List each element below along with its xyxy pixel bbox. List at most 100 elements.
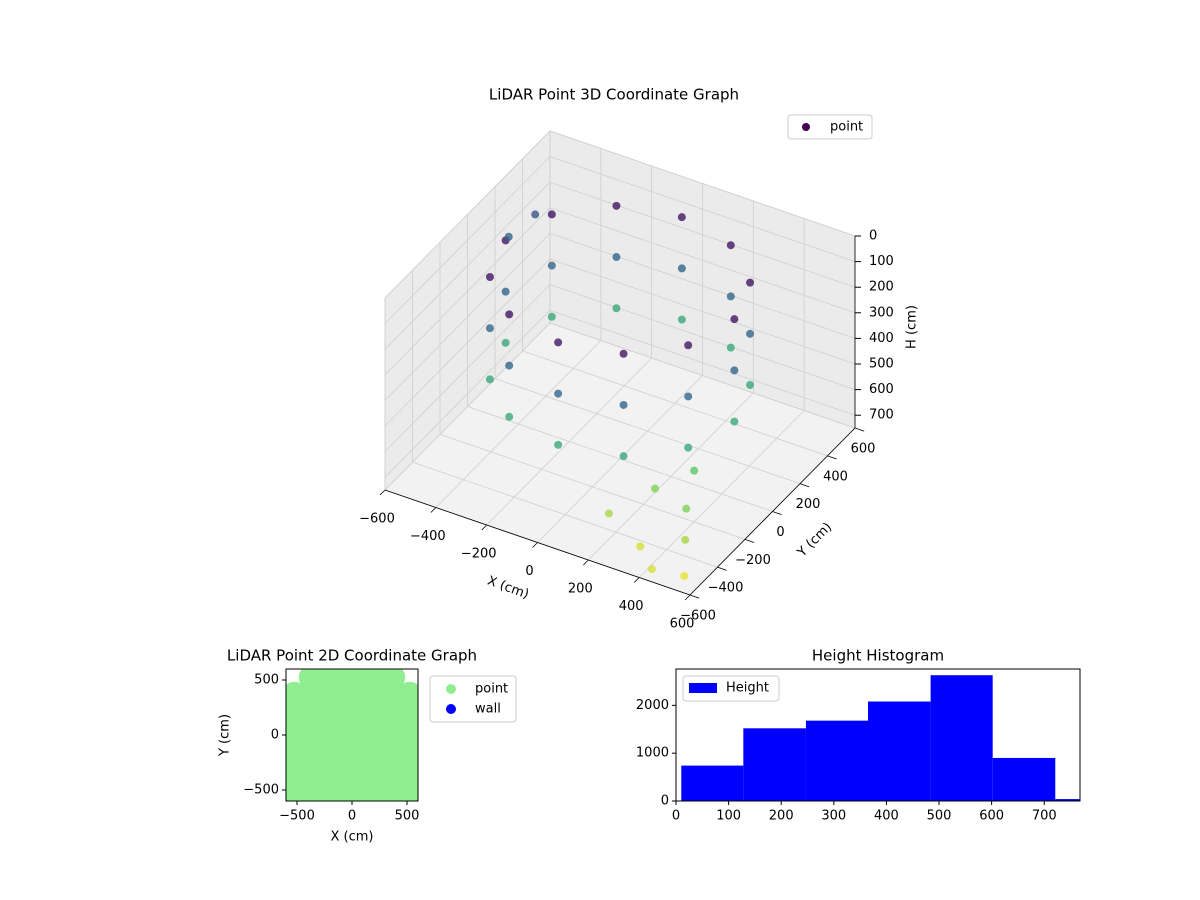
point bbox=[505, 412, 514, 421]
point bbox=[315, 747, 340, 772]
x-tick-label: 100 bbox=[716, 809, 741, 824]
point bbox=[381, 747, 406, 772]
x-tick-label: 0 bbox=[348, 809, 356, 824]
point bbox=[364, 764, 389, 789]
y-tick-label: −400 bbox=[708, 581, 744, 596]
point bbox=[612, 304, 621, 313]
point bbox=[547, 210, 556, 219]
bar bbox=[930, 675, 993, 801]
point bbox=[331, 714, 356, 739]
point bbox=[682, 504, 691, 513]
tick-mark bbox=[717, 566, 727, 571]
tick-mark bbox=[689, 594, 700, 599]
point bbox=[636, 542, 645, 551]
x-tick-label: 500 bbox=[927, 809, 952, 824]
point bbox=[315, 681, 340, 706]
z-tick-label: 700 bbox=[869, 408, 894, 423]
x-tick-label: −200 bbox=[461, 547, 497, 562]
y-tick-label: −200 bbox=[735, 553, 771, 568]
grid-line bbox=[384, 233, 551, 401]
legend-patch bbox=[689, 683, 717, 693]
point bbox=[554, 389, 563, 398]
x-tick-label: 0 bbox=[672, 809, 680, 824]
y-tick-label: 0 bbox=[271, 728, 279, 743]
point bbox=[485, 324, 494, 333]
point bbox=[730, 366, 739, 375]
grid-line bbox=[384, 130, 551, 299]
point bbox=[331, 698, 356, 723]
grid-line bbox=[549, 156, 856, 262]
point bbox=[504, 232, 513, 241]
z-tick-label: 200 bbox=[869, 280, 894, 295]
tick-mark bbox=[481, 524, 487, 531]
point bbox=[677, 213, 686, 222]
point bbox=[381, 731, 406, 756]
legend-box bbox=[787, 114, 873, 140]
plot-area bbox=[681, 675, 1080, 801]
point bbox=[298, 731, 323, 756]
point bbox=[619, 452, 628, 461]
point bbox=[677, 315, 686, 324]
point bbox=[677, 264, 686, 273]
x-tick-label: 300 bbox=[821, 809, 846, 824]
grid-line bbox=[384, 309, 551, 478]
point bbox=[554, 338, 563, 347]
x-tick-label: 400 bbox=[619, 599, 644, 614]
y-tick-label: 200 bbox=[796, 497, 821, 512]
chart-title: LiDAR Point 2D Coordinate Graph bbox=[227, 647, 477, 665]
point bbox=[348, 764, 373, 789]
point bbox=[612, 253, 621, 262]
tick-mark bbox=[854, 427, 865, 432]
grid-line bbox=[522, 350, 828, 457]
grid-line bbox=[549, 284, 856, 390]
x-axis-label: X (cm) bbox=[331, 830, 374, 845]
x-tick-label: −600 bbox=[359, 512, 395, 527]
point bbox=[746, 278, 755, 287]
point bbox=[348, 731, 373, 756]
x-tick-label: −500 bbox=[279, 809, 315, 824]
bar bbox=[868, 701, 931, 801]
tick-mark bbox=[379, 489, 386, 496]
tick-mark bbox=[684, 594, 691, 601]
x-tick-label: 200 bbox=[769, 809, 794, 824]
point bbox=[746, 329, 755, 338]
chart-3d: LiDAR Point 3D Coordinate Graph X (cm) Y… bbox=[359, 86, 919, 632]
point bbox=[331, 747, 356, 772]
legend-label: point bbox=[830, 120, 863, 135]
point bbox=[684, 392, 693, 401]
point bbox=[381, 764, 406, 789]
tick-mark bbox=[430, 507, 437, 513]
point bbox=[505, 361, 514, 370]
y-tick-label: 1000 bbox=[636, 746, 669, 761]
legend-label: Height bbox=[726, 681, 769, 696]
axis-line bbox=[689, 427, 856, 596]
y-tick-label: 600 bbox=[851, 442, 876, 457]
grid-line bbox=[549, 309, 856, 416]
point bbox=[619, 349, 628, 358]
tick-mark bbox=[772, 511, 782, 516]
z-tick-label: 100 bbox=[869, 254, 894, 269]
bar bbox=[1055, 799, 1080, 801]
tick-mark bbox=[583, 559, 589, 566]
point bbox=[681, 535, 690, 544]
grid-line bbox=[384, 181, 551, 350]
point bbox=[298, 698, 323, 723]
point bbox=[298, 764, 323, 789]
grid-line bbox=[549, 233, 856, 339]
point bbox=[501, 287, 510, 296]
bar bbox=[992, 757, 1056, 801]
point bbox=[381, 698, 406, 723]
grid-line bbox=[384, 156, 551, 324]
y-tick-label: −500 bbox=[243, 783, 279, 798]
axes-frame bbox=[675, 668, 1081, 802]
legend-marker bbox=[446, 704, 456, 714]
point bbox=[315, 714, 340, 739]
x-tick-label: 700 bbox=[1032, 809, 1057, 824]
grid-line bbox=[494, 378, 801, 485]
point bbox=[505, 310, 514, 319]
point bbox=[331, 764, 356, 789]
bar bbox=[681, 765, 744, 801]
point bbox=[726, 241, 735, 250]
point bbox=[547, 261, 556, 270]
point bbox=[364, 747, 389, 772]
